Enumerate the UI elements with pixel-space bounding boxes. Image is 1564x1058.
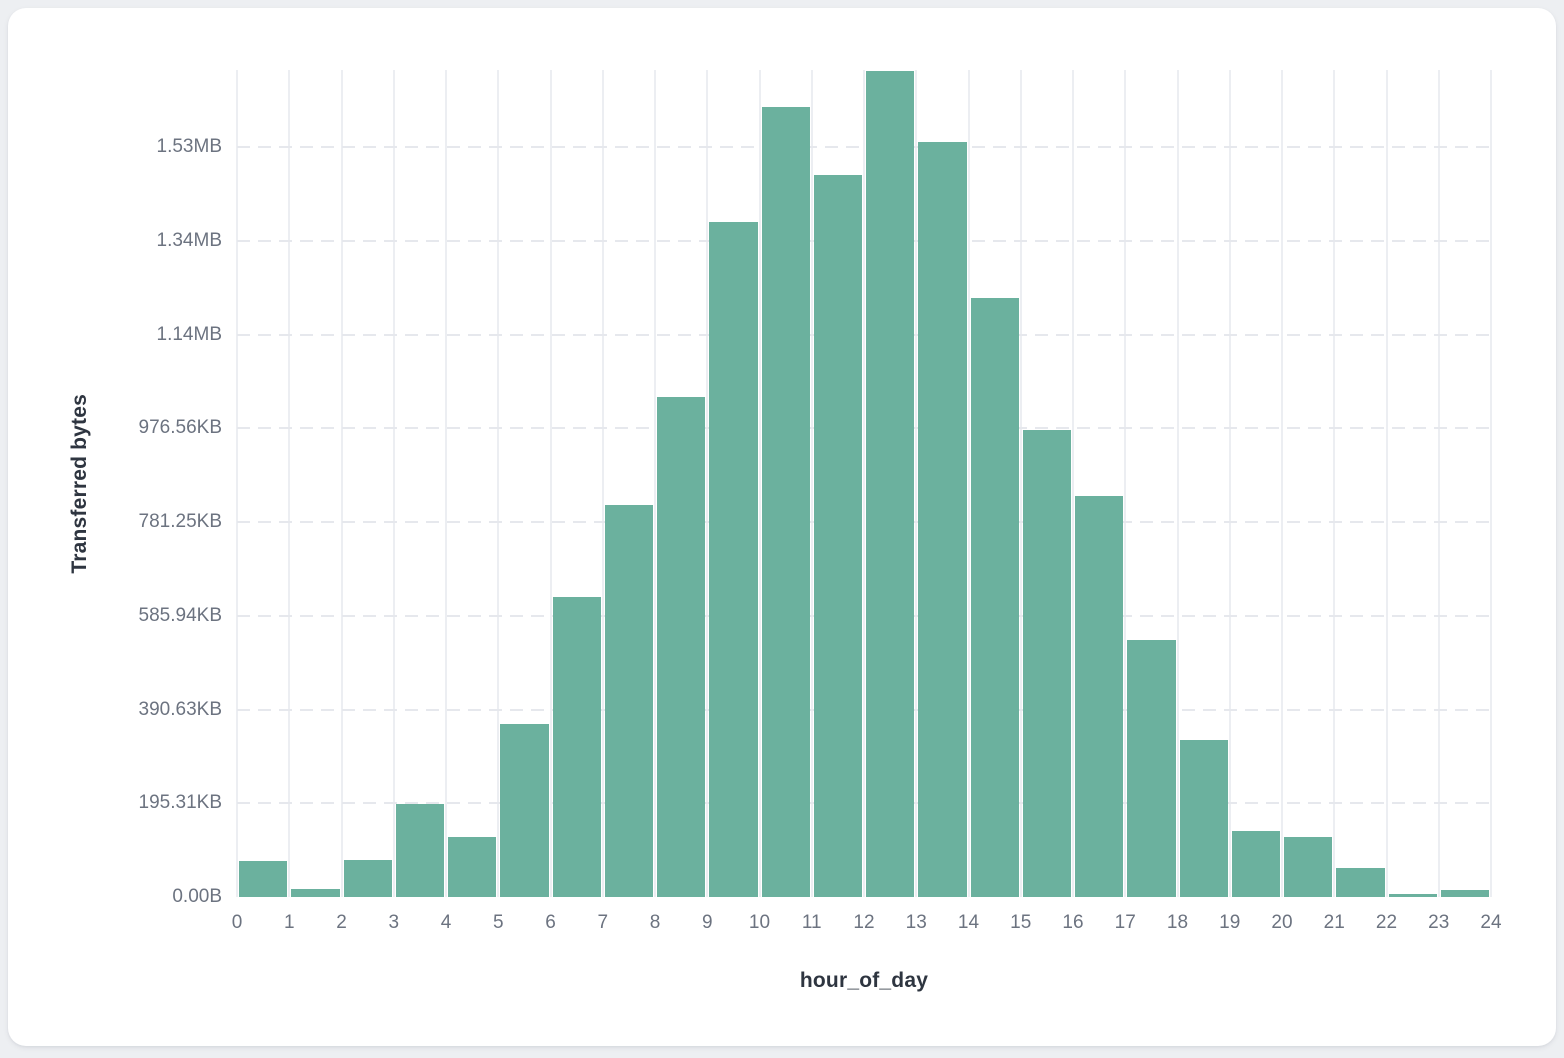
histogram-bar xyxy=(1075,495,1124,897)
x-tick-label: 10 xyxy=(748,912,771,933)
histogram-bar xyxy=(395,804,444,897)
histogram-bar xyxy=(1336,868,1385,897)
x-tick-label: 3 xyxy=(388,912,400,933)
x-tick-label: 17 xyxy=(1114,912,1136,933)
horizontal-gridline xyxy=(237,521,1491,523)
chart-card: Transferred bytes hour_of_day 0.00B 195.3… xyxy=(8,8,1556,1046)
vertical-gridline xyxy=(340,70,343,897)
histogram-bar xyxy=(1284,837,1333,897)
x-tick-label: 2 xyxy=(336,912,347,933)
x-tick-label: 12 xyxy=(853,912,875,933)
histogram-bar xyxy=(448,837,497,897)
horizontal-gridline xyxy=(237,333,1491,336)
y-tick-label: 195.31KB xyxy=(138,792,222,814)
vertical-gridline xyxy=(1228,70,1231,897)
y-tick-label: 1.14MB xyxy=(156,323,222,345)
histogram-bar xyxy=(813,175,862,897)
vertical-gridline xyxy=(758,70,761,897)
histogram-bar xyxy=(761,107,810,897)
vertical-gridline xyxy=(445,70,447,897)
x-tick-label: 15 xyxy=(1010,912,1032,933)
vertical-gridline xyxy=(1333,70,1336,897)
vertical-gridline xyxy=(236,70,238,897)
x-tick-label: 14 xyxy=(957,912,980,933)
y-tick-label: 585.94KB xyxy=(138,604,222,626)
vertical-gridline xyxy=(1437,70,1440,897)
histogram-bar xyxy=(1231,830,1280,897)
y-axis-title: Transferred bytes xyxy=(68,393,91,574)
x-tick-label: 5 xyxy=(492,912,504,933)
vertical-gridline xyxy=(392,70,395,897)
x-tick-label: 18 xyxy=(1166,912,1189,933)
x-tick-label: 1 xyxy=(283,912,295,933)
histogram-bar xyxy=(291,888,340,897)
vertical-gridline xyxy=(706,70,709,897)
horizontal-gridline xyxy=(237,239,1491,242)
histogram-bar xyxy=(709,221,758,897)
vertical-gridline xyxy=(549,70,552,897)
histogram-bar xyxy=(343,859,392,897)
y-tick-label: 1.53MB xyxy=(156,136,222,157)
histogram-bar xyxy=(657,396,706,897)
y-tick-label: 0.00B xyxy=(172,886,222,907)
histogram-bar xyxy=(500,723,549,897)
x-tick-label: 8 xyxy=(649,912,661,933)
histogram-bar xyxy=(1179,739,1228,897)
histogram-bar xyxy=(552,597,601,897)
x-tick-label: 11 xyxy=(801,912,822,933)
x-tick-label: 19 xyxy=(1219,912,1241,933)
vertical-gridline xyxy=(1124,70,1127,897)
vertical-gridline xyxy=(654,70,656,897)
horizontal-gridline xyxy=(237,146,1491,148)
histogram-bar xyxy=(1388,894,1437,897)
histogram-bar xyxy=(604,504,653,897)
y-axis-title-wrap: Transferred bytes xyxy=(65,70,95,897)
y-tick-label: 781.25KB xyxy=(138,511,222,532)
x-tick-label: 21 xyxy=(1323,912,1345,933)
vertical-gridline xyxy=(1490,70,1492,897)
x-tick-label: 7 xyxy=(597,912,609,933)
histogram-bar xyxy=(970,297,1019,897)
horizontal-gridline xyxy=(237,708,1491,711)
histogram-bar xyxy=(239,861,288,897)
histogram-bar xyxy=(866,71,915,897)
horizontal-gridline xyxy=(237,614,1491,617)
vertical-gridline xyxy=(1019,70,1022,897)
histogram-bar xyxy=(1022,430,1071,897)
x-tick-label: 6 xyxy=(545,912,556,933)
y-tick-label: 976.56KB xyxy=(138,417,222,439)
vertical-gridline xyxy=(497,70,500,897)
vertical-gridline xyxy=(601,70,604,897)
histogram-bar xyxy=(1127,640,1176,897)
x-tick-label: 4 xyxy=(440,912,452,933)
x-tick-label: 20 xyxy=(1271,912,1293,933)
vertical-gridline xyxy=(288,70,291,897)
x-tick-label: 13 xyxy=(905,912,927,933)
vertical-gridline xyxy=(810,70,813,897)
x-tick-label: 16 xyxy=(1062,912,1084,933)
x-axis-title: hour_of_day xyxy=(799,969,929,992)
vertical-gridline xyxy=(1385,70,1388,897)
vertical-gridline xyxy=(1281,70,1283,897)
vertical-gridline xyxy=(915,70,918,897)
plot-area: Transferred bytes hour_of_day 0.00B 195.3… xyxy=(68,70,1502,992)
x-tick-label: 9 xyxy=(701,912,713,933)
x-tick-label: 24 xyxy=(1480,912,1502,933)
x-tick-label: 22 xyxy=(1375,912,1398,933)
horizontal-gridline xyxy=(237,802,1491,805)
histogram-bar xyxy=(1440,889,1489,897)
horizontal-gridline xyxy=(237,427,1491,430)
vertical-gridline xyxy=(967,70,970,897)
vertical-gridline xyxy=(863,70,865,897)
y-tick-label: 1.34MB xyxy=(156,229,222,251)
vertical-gridline xyxy=(1176,70,1179,897)
x-tick-label: 0 xyxy=(231,912,243,933)
x-tick-label: 23 xyxy=(1428,912,1450,933)
histogram-bar xyxy=(918,142,967,897)
vertical-gridline xyxy=(1072,70,1074,897)
y-tick-label: 390.63KB xyxy=(138,698,222,720)
